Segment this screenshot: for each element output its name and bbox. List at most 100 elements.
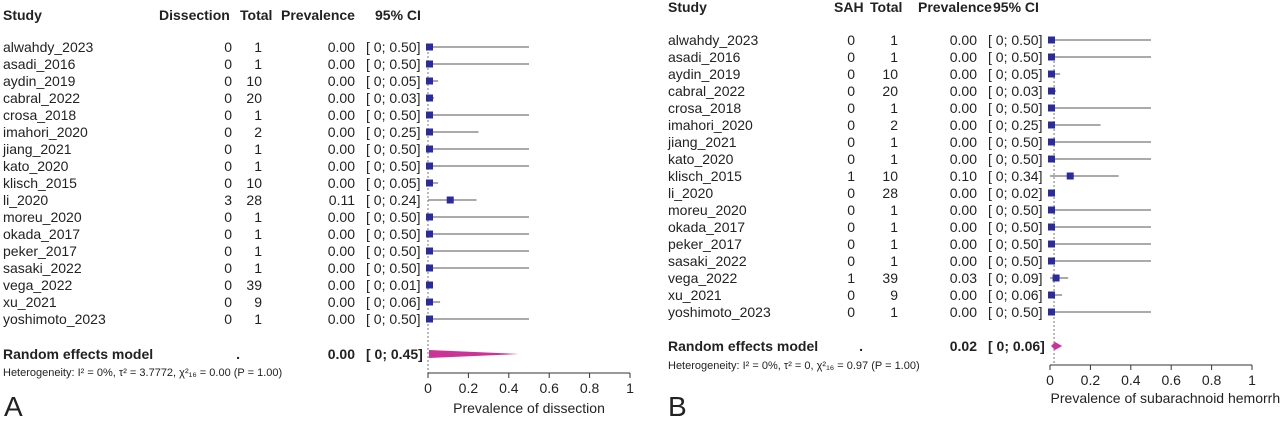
study-name: kato_2020 — [668, 151, 734, 167]
study-ci: [ 0; 0.01] — [366, 277, 420, 293]
study-prevalence: 0.00 — [950, 202, 977, 218]
x-axis-label: Prevalence of subarachnoid hemorrhage — [1051, 390, 1280, 406]
study-events: 0 — [847, 32, 855, 48]
study-prevalence: 0.00 — [328, 141, 355, 157]
study-name: alwahdy_2023 — [668, 32, 759, 48]
study-row: jiang_2021 0 1 0.00 [ 0; 0.50] — [667, 134, 1151, 150]
study-estimate-marker — [426, 77, 433, 85]
study-row: jiang_2021 0 1 0.00 [ 0; 0.50] — [2, 141, 529, 157]
study-row: xu_2021 0 9 0.00 [ 0; 0.06] — [668, 287, 1063, 303]
study-prevalence: 0.00 — [328, 39, 355, 55]
study-row: yoshimoto_2023 0 1 0.00 [ 0; 0.50] — [668, 304, 1151, 320]
study-events: 0 — [224, 39, 232, 55]
study-ci: [ 0; 0.50] — [366, 107, 420, 123]
study-row: aydin_2019 0 10 0.00 [ 0; 0.05] — [668, 66, 1061, 82]
study-total: 1 — [254, 107, 262, 123]
study-total: 9 — [890, 287, 898, 303]
study-estimate-marker — [1048, 240, 1055, 248]
study-total: 1 — [890, 219, 898, 235]
study-ci: [ 0; 0.50] — [988, 219, 1042, 235]
study-events: 0 — [224, 141, 232, 157]
study-total: 10 — [882, 66, 898, 82]
x-tick-label: 0.8 — [1202, 372, 1222, 388]
study-name: cabral_2022 — [668, 83, 745, 99]
study-ci: [ 0; 0.50] — [366, 141, 420, 157]
study-prevalence: 0.00 — [950, 100, 977, 116]
study-events: 0 — [847, 236, 855, 252]
study-ci: [ 0; 0.24] — [366, 192, 420, 208]
study-events: 0 — [224, 56, 232, 72]
study-row: xu_2021 0 9 0.00 [ 0; 0.06] — [3, 294, 441, 310]
study-total: 1 — [890, 32, 898, 48]
pooled-events: . — [236, 346, 240, 362]
study-row: okada_2017 0 1 0.00 [ 0; 0.50] — [668, 219, 1151, 235]
study-row: cabral_2022 0 20 0.00 [ 0; 0.03] — [668, 83, 1057, 99]
study-row: moreu_2020 0 1 0.00 [ 0; 0.50] — [668, 202, 1151, 218]
study-ci: [ 0; 0.34] — [988, 168, 1042, 184]
study-estimate-marker — [1048, 155, 1055, 163]
study-name: asadi_2016 — [668, 49, 741, 65]
study-row: kato_2020 0 1 0.00 [ 0; 0.50] — [3, 158, 529, 174]
study-name: vega_2022 — [3, 277, 73, 293]
study-total: 1 — [254, 141, 262, 157]
study-events: 0 — [847, 100, 855, 116]
study-prevalence: 0.00 — [950, 32, 977, 48]
study-total: 1 — [890, 236, 898, 252]
study-events: 0 — [224, 73, 232, 89]
study-prevalence: 0.00 — [328, 209, 355, 225]
study-estimate-marker — [1048, 223, 1055, 231]
forest-panel-b: Study SAH Total Prevalence 95% CI alwahdy_202… — [667, 0, 1280, 421]
header-ci: 95% CI — [993, 0, 1039, 15]
study-name: crosa_2018 — [668, 100, 741, 116]
heterogeneity-text: Heterogeneity: I² = 0%, τ² = 3.7772, χ²₁… — [3, 367, 282, 379]
header-estimate: Prevalence — [918, 0, 992, 15]
study-estimate-marker — [426, 230, 433, 238]
study-ci: [ 0; 0.06] — [988, 287, 1042, 303]
study-total: 1 — [890, 202, 898, 218]
study-total: 1 — [254, 260, 262, 276]
study-name: okada_2017 — [668, 219, 745, 235]
forest-panel-a: Study Dissection Total Prevalence 95% CI alwa… — [2, 7, 634, 421]
study-name: jiang_2021 — [667, 134, 737, 150]
study-estimate-marker — [1048, 138, 1055, 146]
study-estimate-marker — [426, 60, 433, 68]
study-total: 10 — [246, 175, 262, 191]
study-ci: [ 0; 0.50] — [366, 260, 420, 276]
study-ci: [ 0; 0.50] — [366, 158, 420, 174]
study-row: vega_2022 0 39 0.00 [ 0; 0.01] — [3, 277, 433, 293]
study-name: alwahdy_2023 — [3, 39, 94, 55]
study-total: 1 — [254, 243, 262, 259]
study-row: imahori_2020 0 2 0.00 [ 0; 0.25] — [668, 117, 1101, 133]
study-estimate-marker — [426, 247, 433, 255]
study-ci: [ 0; 0.50] — [988, 100, 1042, 116]
study-prevalence: 0.00 — [328, 56, 355, 72]
study-ci: [ 0; 0.50] — [988, 202, 1042, 218]
study-estimate-marker — [1048, 308, 1055, 316]
study-events: 0 — [224, 158, 232, 174]
study-estimate-marker — [1048, 70, 1055, 78]
study-events: 0 — [847, 202, 855, 218]
study-events: 0 — [847, 117, 855, 133]
study-row: crosa_2018 0 1 0.00 [ 0; 0.50] — [3, 107, 529, 123]
study-estimate-marker — [1048, 36, 1055, 44]
study-total: 20 — [882, 83, 898, 99]
study-row: imahori_2020 0 2 0.00 [ 0; 0.25] — [3, 124, 479, 140]
study-prevalence: 0.00 — [328, 260, 355, 276]
study-row: asadi_2016 0 1 0.00 [ 0; 0.50] — [668, 49, 1151, 65]
study-ci: [ 0; 0.05] — [366, 175, 420, 191]
study-ci: [ 0; 0.06] — [366, 294, 420, 310]
study-total: 1 — [254, 311, 262, 327]
study-ci: [ 0; 0.50] — [366, 226, 420, 242]
study-name: xu_2021 — [3, 294, 57, 310]
study-events: 0 — [847, 219, 855, 235]
study-ci: [ 0; 0.03] — [988, 83, 1042, 99]
study-events: 0 — [847, 134, 855, 150]
study-total: 1 — [254, 226, 262, 242]
study-ci: [ 0; 0.50] — [988, 32, 1042, 48]
study-name: li_2020 — [3, 192, 48, 208]
header-study: Study — [668, 0, 707, 15]
study-estimate-marker — [1048, 121, 1055, 129]
study-row: peker_2017 0 1 0.00 [ 0; 0.50] — [668, 236, 1151, 252]
study-prevalence: 0.00 — [328, 311, 355, 327]
study-prevalence: 0.00 — [328, 124, 355, 140]
